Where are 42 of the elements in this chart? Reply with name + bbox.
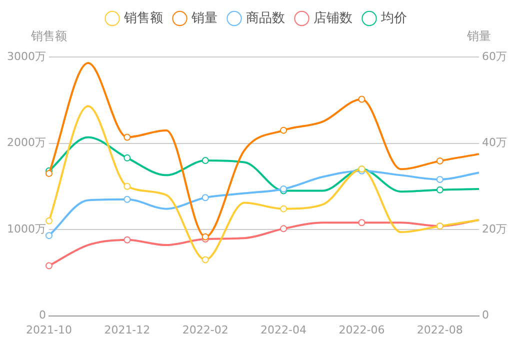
x-tick-label: 2022-08	[416, 323, 463, 336]
point	[124, 196, 131, 203]
point	[436, 157, 444, 164]
y2-tick-label: 60万	[482, 50, 508, 63]
y-tick-label: 3000万	[6, 50, 46, 63]
point	[358, 96, 366, 103]
legend-label: 均价	[380, 10, 407, 26]
y2-tick-label: 20万	[482, 222, 508, 236]
legend-label: 销售额	[122, 10, 163, 26]
y2-axis-title: 销量	[466, 29, 492, 44]
y-tick-label: 2000万	[6, 136, 46, 150]
point	[202, 233, 209, 240]
y2-tick-label: 40万	[482, 136, 508, 150]
point	[280, 126, 288, 134]
y2-tick-label: 0	[482, 308, 490, 322]
point	[280, 205, 288, 212]
point	[45, 217, 52, 224]
point	[358, 219, 366, 226]
point	[45, 262, 52, 270]
point	[202, 194, 209, 202]
point	[280, 225, 288, 232]
x-tick-label: 2022-02	[182, 323, 228, 336]
x-tick-label: 2022-04	[260, 323, 307, 336]
point	[124, 154, 131, 162]
point	[436, 186, 444, 194]
point	[436, 176, 444, 183]
legend-label: 销量	[190, 10, 218, 26]
x-tick-label: 2022-06	[338, 323, 385, 336]
x-tick-label: 2021-12	[104, 323, 150, 336]
y-tick-label: 0	[38, 308, 46, 322]
legend-label: 店铺数	[313, 10, 352, 26]
point	[124, 236, 131, 244]
legend-label: 商品数	[246, 10, 285, 26]
point	[202, 157, 209, 164]
point	[45, 232, 52, 240]
y-axis-title: 销售额	[30, 29, 67, 44]
point	[45, 170, 52, 177]
point	[124, 134, 131, 141]
point	[124, 182, 131, 190]
x-tick-label: 2021-10	[26, 323, 72, 336]
point	[202, 256, 209, 264]
y-tick-label: 1000万	[6, 222, 46, 236]
